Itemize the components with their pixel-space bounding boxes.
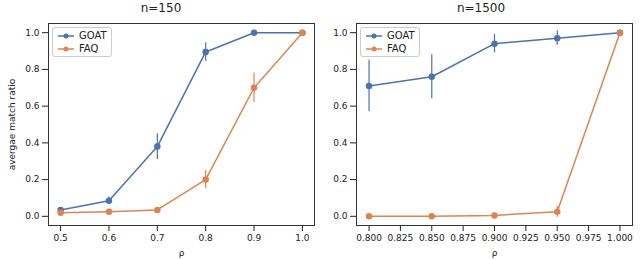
svg-text:0.0: 0.0 [25,211,40,221]
svg-text:0.925: 0.925 [513,233,539,243]
svg-text:0.800: 0.800 [356,233,382,243]
html-text:FAQ: FAQ [387,43,407,54]
html-text:FAQ: FAQ [79,43,99,54]
svg-text:0.950: 0.950 [544,233,570,243]
html-text:GOAT: GOAT [387,30,415,41]
svg-text:0.4: 0.4 [25,138,40,148]
svg-text:ρ: ρ [179,248,185,258]
svg-text:0.8: 0.8 [25,64,40,74]
svg-text:ρ: ρ [492,248,498,258]
svg-text:0.9: 0.9 [247,233,262,243]
svg-text:0.875: 0.875 [450,233,476,243]
svg-text:0.6: 0.6 [102,233,117,243]
svg-text:0.7: 0.7 [150,233,164,243]
html-text:n=1500: n=1500 [456,1,506,15]
svg-text:0.8: 0.8 [199,233,214,243]
html-text:n=150: n=150 [140,1,182,15]
svg-text:avergae match ratio: avergae match ratio [7,78,17,170]
html-text:GOAT: GOAT [79,30,107,41]
svg-text:0.2: 0.2 [333,174,347,184]
svg-text:0.6: 0.6 [333,101,348,111]
svg-text:0.4: 0.4 [333,138,348,148]
svg-text:0.850: 0.850 [419,233,445,243]
svg-text:0.975: 0.975 [576,233,602,243]
svg-text:1.0: 1.0 [295,233,310,243]
svg-text:1.0: 1.0 [333,28,348,38]
svg-text:0.0: 0.0 [333,211,348,221]
svg-text:0.8: 0.8 [333,64,348,74]
svg-text:0.2: 0.2 [25,174,39,184]
svg-text:1.0: 1.0 [25,28,40,38]
svg-text:1.000: 1.000 [607,233,633,243]
svg-text:0.6: 0.6 [25,101,40,111]
svg-text:0.5: 0.5 [53,233,67,243]
svg-text:0.825: 0.825 [388,233,414,243]
svg-text:0.900: 0.900 [482,233,508,243]
